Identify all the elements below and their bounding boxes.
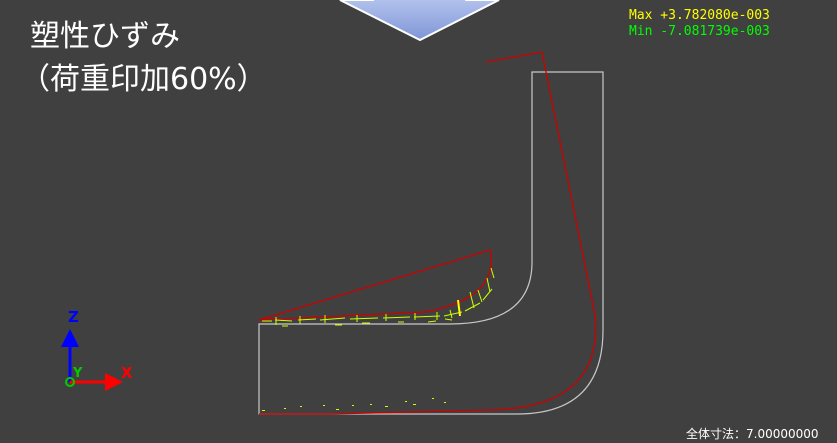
deformed-outline [258,51,597,415]
slide-title: 塑性ひずみ [30,19,180,54]
strain-markers-lower [262,398,446,411]
z-axis-label: Z [68,308,79,326]
strain-markers-upper [262,267,495,327]
undeformed-outline [258,71,604,415]
y-axis-origin [65,377,75,387]
overall-dimension-readout: 全体寸法：7.00000000 [686,427,819,441]
y-axis-label: Y [73,366,83,381]
min-value-readout: Min -7.081739e-003 [629,24,770,39]
axis-triad [61,329,123,391]
transition-arrow [339,0,500,42]
slide-subtitle: （荷重印加60%） [20,62,267,97]
max-value-readout: Max +3.782080e-003 [629,8,770,23]
x-axis-label: X [121,364,133,382]
